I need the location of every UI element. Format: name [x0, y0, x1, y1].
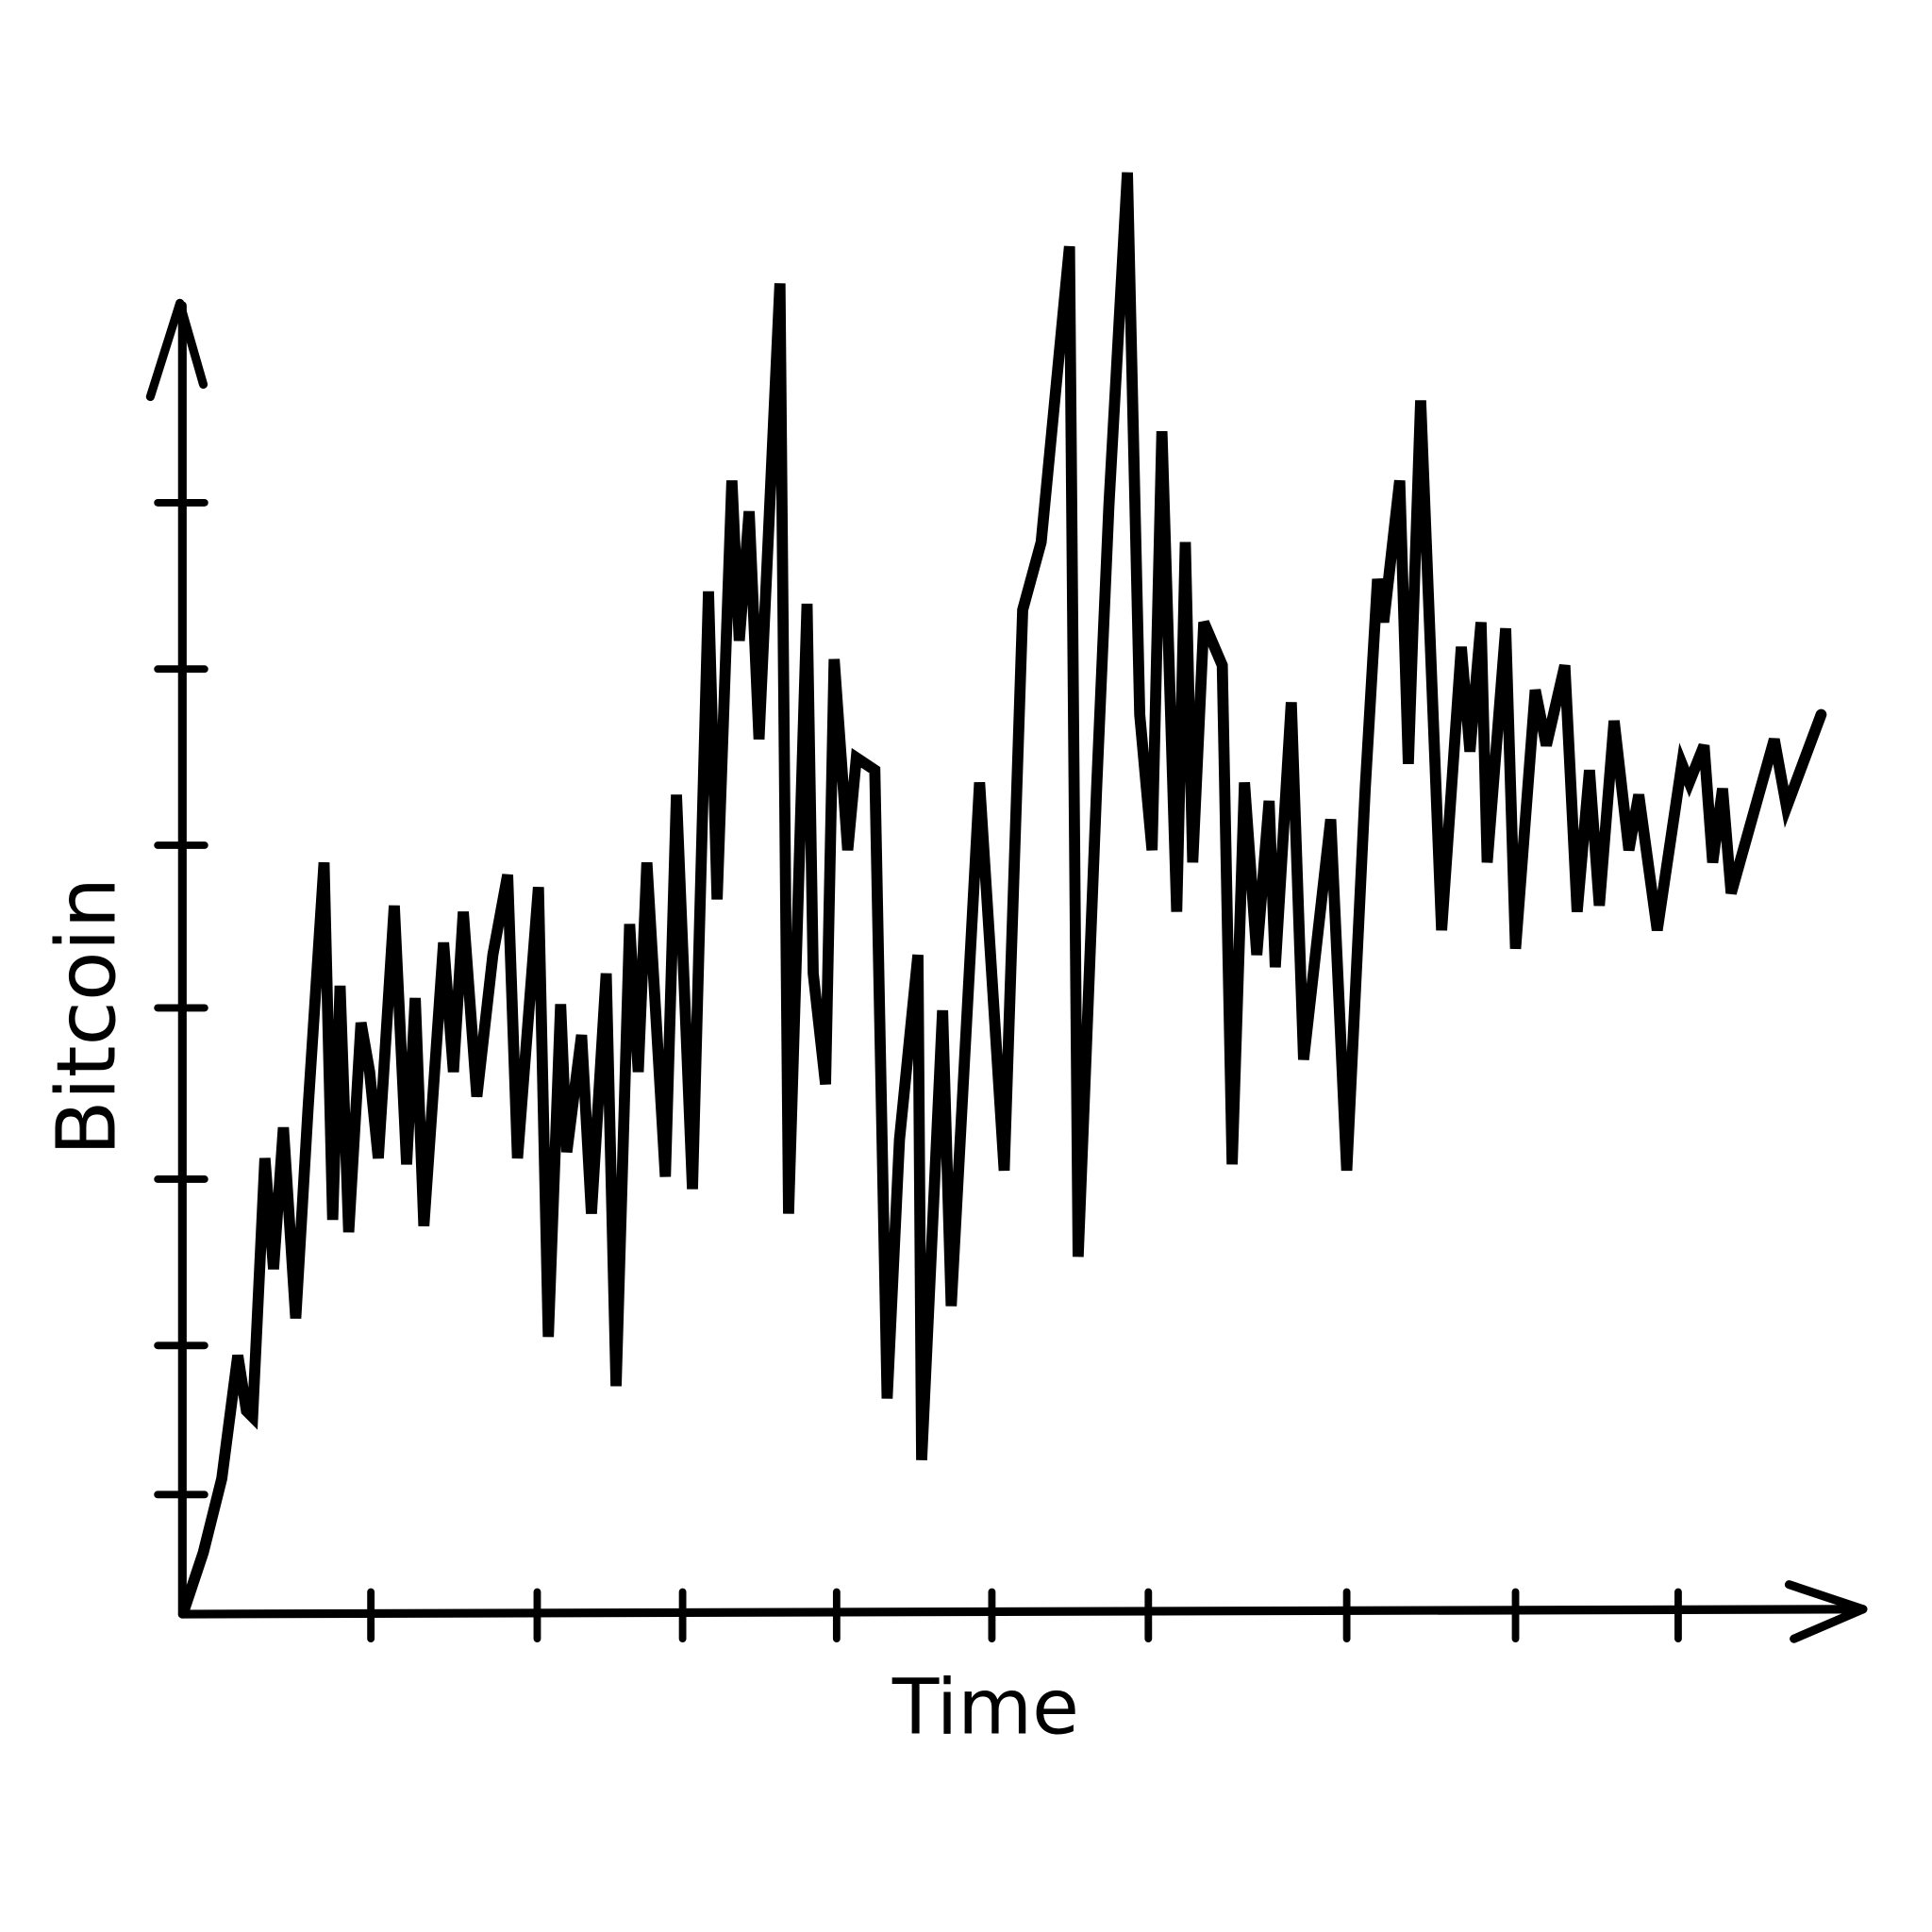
- x-axis: [177, 1605, 1868, 1619]
- y-axis-label: Bitcoin: [40, 877, 134, 1157]
- axes: [145, 298, 1868, 1643]
- y-axis-arrow: [145, 298, 208, 402]
- x-axis-arrow: [1784, 1580, 1868, 1643]
- price-line: [179, 172, 1827, 1614]
- x-axis-label: Time: [891, 1663, 1079, 1752]
